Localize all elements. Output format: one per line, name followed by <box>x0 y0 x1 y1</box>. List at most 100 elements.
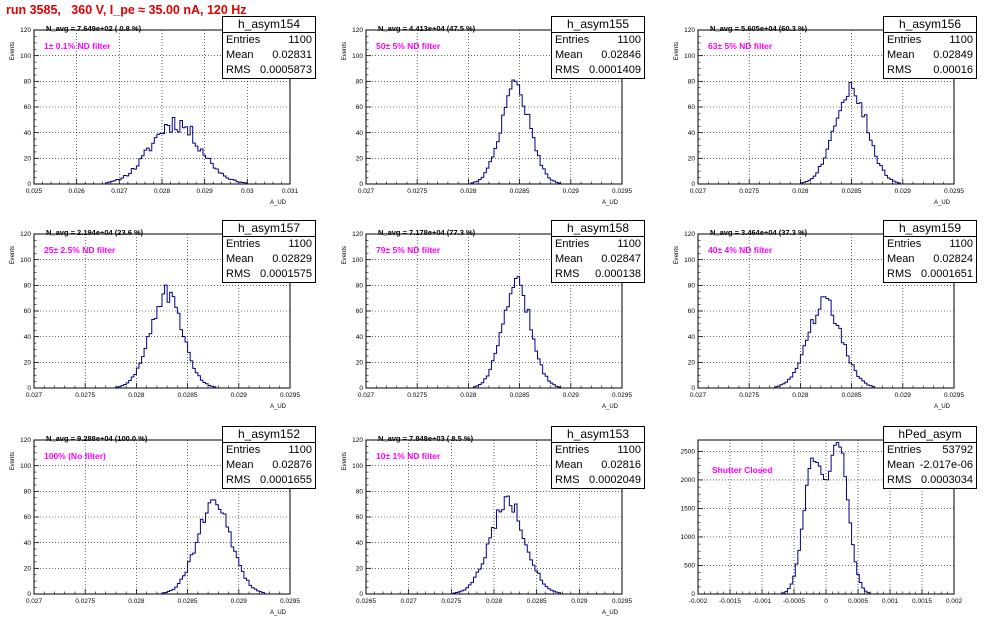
histogram-title: N_avg = 3.464e+04 (37.3 %) <box>710 228 808 237</box>
y-tick-label: 40 <box>688 130 696 137</box>
stats-box: h_asym152 Entries 1100 Mean 0.02876 RMS 0.0001… <box>222 426 316 489</box>
stats-value: 1100 <box>617 34 641 46</box>
y-tick-label: 120 <box>20 27 31 34</box>
stats-row-entries: Entries 1100 <box>552 237 644 252</box>
x-tick-label: 0.028 <box>460 392 477 399</box>
histogram-pad-h_asym159: 0.027 0.0275 0.028 0.0285 0.029 0.0295 0 20 40 60… <box>670 218 994 422</box>
filter-annotation: 79± 5% ND filter <box>376 245 441 255</box>
stats-value: 1100 <box>288 238 312 250</box>
histogram-h_asym156: 0.027 0.0275 0.028 0.0285 0.029 0.0295 0 20 40 60… <box>674 24 964 206</box>
y-tick-label: 80 <box>688 79 696 86</box>
stats-label: Mean <box>226 459 254 471</box>
histogram-title: N_avg = 7.649e+02 ( 0.8 %) <box>46 24 142 33</box>
stats-label: RMS <box>555 64 580 76</box>
x-tick-label: 0.0295 <box>612 392 632 399</box>
y-tick-label: 20 <box>356 566 364 573</box>
stats-value: 0.02816 <box>601 459 641 471</box>
y-tick-label: 0 <box>27 181 31 188</box>
y-tick-label: 120 <box>684 231 695 238</box>
filter-annotation: Shutter Closed <box>712 465 772 475</box>
stats-value: 1100 <box>617 238 641 250</box>
stats-value: 0.0001651 <box>921 268 973 280</box>
stats-row-mean: Mean 0.02824 <box>884 252 976 267</box>
stats-row-mean: Mean 0.02876 <box>223 458 315 473</box>
stats-label: Entries <box>887 444 922 456</box>
filter-annotation: 40± 4% ND filter <box>708 245 773 255</box>
y-tick-label: 40 <box>688 334 696 341</box>
x-tick-label: 0.0295 <box>612 598 632 605</box>
x-axis-title: A_UD <box>270 404 287 410</box>
histogram-h_asym157: 0.027 0.0275 0.028 0.0285 0.029 0.0295 0 20 40 60… <box>10 228 300 410</box>
x-tick-label: 0.029 <box>197 188 214 195</box>
stats-box-title: h_asym155 <box>552 17 644 33</box>
stats-label: Entries <box>226 34 261 46</box>
x-tick-label: -0.0015 <box>719 598 741 605</box>
y-tick-label: 2500 <box>681 449 696 456</box>
x-tick-label: 0.029 <box>571 598 588 605</box>
x-tick-label: 0.028 <box>128 392 145 399</box>
y-tick-label: 80 <box>356 79 364 86</box>
filter-annotation: 63± 5% ND filter <box>708 41 773 51</box>
x-tick-label: 0.029 <box>231 392 248 399</box>
x-tick-label: 0.0285 <box>178 598 198 605</box>
histogram-bars <box>366 79 622 185</box>
y-tick-label: 100 <box>684 53 695 60</box>
stats-label: Entries <box>887 238 922 250</box>
y-tick-label: 100 <box>20 53 31 60</box>
y-tick-label: 0 <box>359 181 363 188</box>
stats-label: RMS <box>226 64 251 76</box>
y-tick-label: 40 <box>356 540 364 547</box>
x-tick-label: 0.028 <box>486 598 503 605</box>
x-tick-label: 0.026 <box>69 188 86 195</box>
x-tick-label: 0.0275 <box>739 188 759 195</box>
x-tick-label: 0.029 <box>231 598 248 605</box>
stats-box-title: h_asym152 <box>223 427 315 443</box>
stats-box-title: h_asym158 <box>552 221 644 237</box>
stats-value: 0.0001655 <box>260 474 312 486</box>
y-axis-title: Events <box>10 246 16 264</box>
y-tick-label: 60 <box>356 104 364 111</box>
y-tick-label: 20 <box>356 156 364 163</box>
x-tick-label: 0.027 <box>358 188 375 195</box>
histogram-title: N_avg = 9.288e+04 (100.0 %) <box>46 434 148 443</box>
stats-row-entries: Entries 1100 <box>884 237 976 252</box>
x-tick-label: 0.027 <box>690 392 707 399</box>
y-tick-label: 100 <box>684 257 695 264</box>
y-tick-label: 120 <box>352 231 363 238</box>
stats-box-title: hPed_asym <box>884 427 976 443</box>
stats-value: -2.017e-06 <box>919 459 973 471</box>
y-tick-label: 2000 <box>681 477 696 484</box>
x-tick-label: 0.0005 <box>848 598 868 605</box>
y-tick-label: 80 <box>24 79 32 86</box>
histogram-pad-h_asym154: 0.025 0.026 0.027 0.028 0.029 0.03 0.031 0 20 40 6… <box>6 14 330 218</box>
y-tick-label: 80 <box>356 283 364 290</box>
x-tick-label: 0.028 <box>154 188 171 195</box>
histogram-h_asym153: 0.0265 0.027 0.0275 0.028 0.0285 0.029 0.0295 0… <box>342 434 632 616</box>
x-axis-title: A_UD <box>602 200 619 206</box>
stats-row-mean: Mean -2.017e-06 <box>884 458 976 473</box>
stats-label: RMS <box>226 474 251 486</box>
stats-row-rms: RMS 0.0003034 <box>884 473 976 488</box>
stats-label: Entries <box>887 34 922 46</box>
y-tick-label: 100 <box>352 463 363 470</box>
x-tick-label: 0.028 <box>128 598 145 605</box>
x-tick-label: 0.0285 <box>178 392 198 399</box>
y-tick-label: 60 <box>24 514 32 521</box>
x-tick-label: 0.028 <box>792 392 809 399</box>
x-tick-label: 0.0285 <box>510 392 530 399</box>
histogram-h_asym155: 0.027 0.0275 0.028 0.0285 0.029 0.0295 0 20 40 60… <box>342 24 632 206</box>
x-tick-label: 0.029 <box>563 188 580 195</box>
stats-label: Entries <box>555 444 590 456</box>
histogram-title: N_avg = 2.194e+04 (23.6 %) <box>46 228 144 237</box>
stats-box: h_asym154 Entries 1100 Mean 0.02831 RMS 0.0005… <box>222 16 316 79</box>
x-tick-label: -0.0005 <box>783 598 805 605</box>
x-tick-label: 0.001 <box>882 598 899 605</box>
stats-value: 0.0005873 <box>260 64 312 76</box>
stats-label: Mean <box>887 459 915 471</box>
y-axis-title: Events <box>674 42 680 60</box>
y-tick-label: 500 <box>684 563 695 570</box>
y-tick-label: 20 <box>24 156 32 163</box>
histogram-bars <box>34 499 290 595</box>
filter-annotation: 100% (No filter) <box>44 451 106 461</box>
